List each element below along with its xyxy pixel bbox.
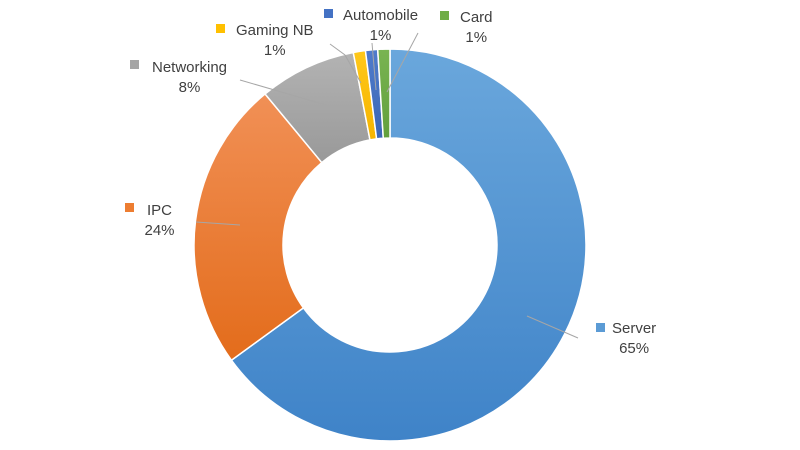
data-label-value: 65% bbox=[619, 340, 649, 357]
label-marker-card bbox=[440, 11, 449, 20]
data-label-value: 24% bbox=[144, 222, 174, 239]
data-label-name: Networking bbox=[152, 59, 227, 76]
data-label-name: Card bbox=[460, 9, 493, 26]
data-label-value: 8% bbox=[179, 79, 201, 96]
label-marker-automobile bbox=[324, 9, 333, 18]
data-label-name: Automobile bbox=[343, 7, 418, 24]
leader-line-networking bbox=[239, 79, 327, 106]
data-label-value: 1% bbox=[370, 27, 392, 44]
data-label-value: 1% bbox=[264, 42, 286, 59]
slice-card bbox=[376, 48, 391, 140]
slice-server bbox=[230, 48, 587, 442]
label-marker-server bbox=[596, 323, 605, 332]
label-marker-ipc bbox=[125, 203, 134, 212]
leader-line-ipc bbox=[195, 221, 241, 226]
leader-line-server bbox=[526, 315, 579, 339]
leader-lines bbox=[195, 32, 579, 339]
data-label-name: Gaming NB bbox=[236, 22, 314, 39]
data-labels: Server 65% IPC 24% Networking 8% Gaming NB 1% Au… bbox=[125, 7, 656, 357]
label-marker-networking bbox=[130, 60, 139, 69]
slice-ipc bbox=[193, 92, 323, 362]
leader-line-gaming-nb bbox=[329, 43, 362, 84]
label-marker-gaming-nb bbox=[216, 24, 225, 33]
data-label-name: IPC bbox=[147, 202, 172, 219]
data-label-value: 1% bbox=[465, 29, 487, 46]
leader-line-card bbox=[386, 32, 419, 93]
data-label-name: Server bbox=[612, 320, 656, 337]
leader-line-automobile bbox=[371, 42, 377, 91]
donut-slices bbox=[193, 48, 587, 442]
